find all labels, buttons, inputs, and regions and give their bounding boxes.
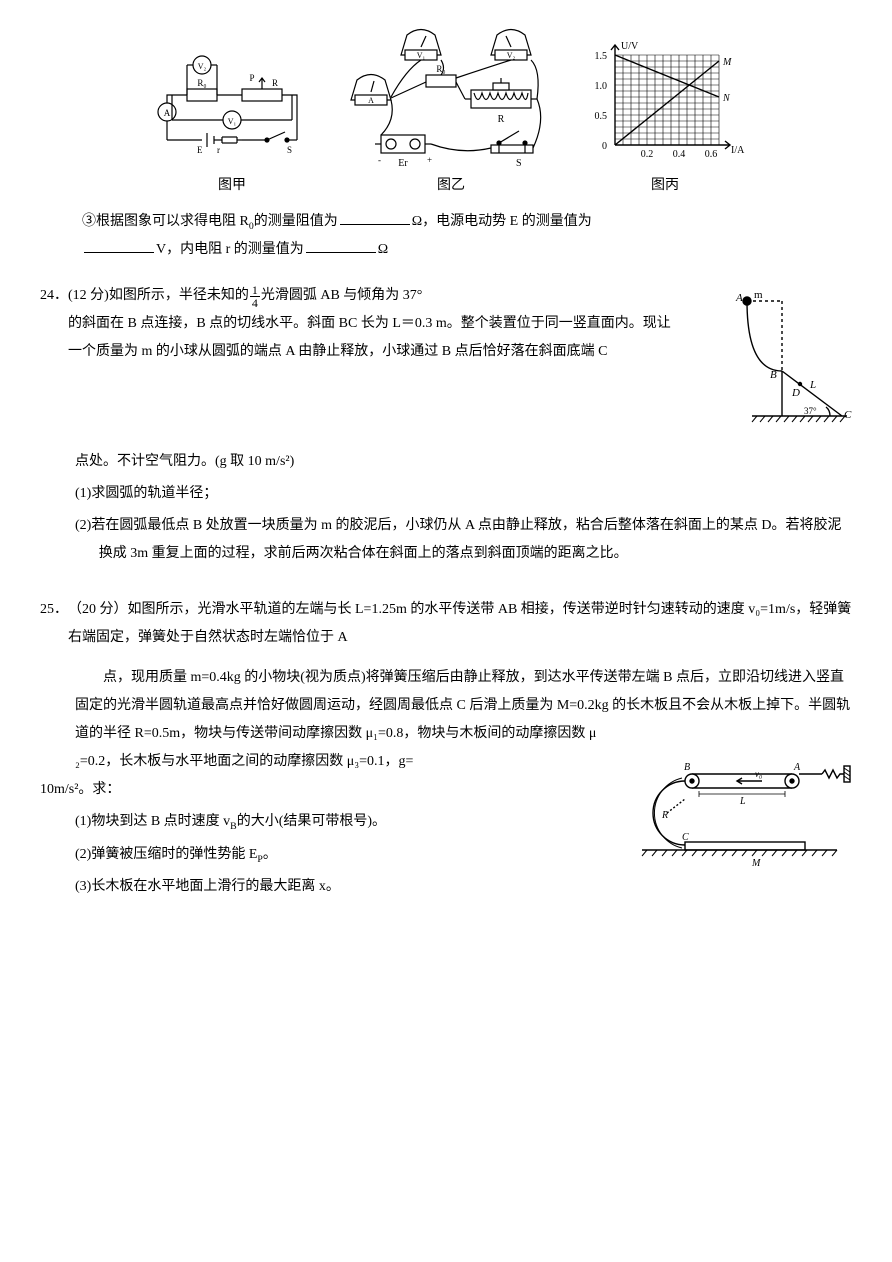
svg-text:V₁: V₁	[228, 117, 237, 126]
caption-bing: 图丙	[585, 172, 745, 200]
q24-line1b: 光滑圆弧 AB 与倾角为 37°	[261, 288, 423, 303]
svg-text:0.5: 0.5	[595, 111, 608, 122]
q25-diagram-icon: B A C R L v₀ M	[622, 754, 852, 874]
svg-text:Er: Er	[398, 158, 408, 169]
svg-text:P: P	[249, 73, 254, 83]
svg-text:S: S	[287, 145, 292, 155]
q24-after-c: 点处。不计空气阻力。(g 取 10 m/s²)	[40, 448, 852, 476]
svg-text:1.5: 1.5	[595, 51, 608, 62]
svg-text:C: C	[844, 409, 852, 421]
q24-number: 24．	[40, 282, 68, 310]
svg-text:V₂: V₂	[198, 62, 207, 71]
svg-text:0.4: 0.4	[673, 149, 686, 160]
svg-text:r: r	[217, 145, 220, 155]
svg-text:N: N	[722, 93, 731, 104]
svg-text:R₀: R₀	[197, 78, 206, 88]
svg-text:U/V: U/V	[621, 41, 639, 52]
q25-number: 25．	[40, 596, 68, 624]
fill-mid1: 的测量阻值为	[254, 214, 338, 229]
uv-graph-icon: U/V I/A 0 0.5 1.0 1.5 0.2 0.4 0.6 M N	[585, 35, 745, 170]
svg-text:I/A: I/A	[731, 145, 745, 156]
q24-line1a: 如图所示，半径未知的	[109, 288, 249, 303]
svg-text:A: A	[735, 292, 743, 304]
figure-yi: V₁ V₂ A R₀	[341, 20, 561, 200]
svg-text:E: E	[197, 145, 203, 155]
svg-text:R: R	[498, 114, 505, 125]
svg-text:37°: 37°	[804, 406, 817, 416]
caption-yi: 图乙	[341, 172, 561, 200]
svg-text:0.2: 0.2	[641, 149, 654, 160]
figure-jia: A R₀ R P V₂ V₁	[147, 40, 317, 200]
svg-text:0: 0	[602, 141, 607, 152]
fill-in-line-1: ③根据图象可以求得电阻 R0的测量阻值为Ω，电源电动势 E 的测量值为	[40, 208, 852, 236]
unit-ohm-1: Ω	[412, 214, 422, 229]
blank-r[interactable]	[306, 237, 376, 254]
svg-text:v₀: v₀	[755, 769, 762, 779]
q25-sub3: (3)长木板在水平地面上滑行的最大距离 x。	[40, 873, 852, 901]
svg-text:D: D	[791, 387, 800, 399]
circuit-diagram-a: A R₀ R P V₂ V₁	[147, 40, 317, 170]
svg-text:A: A	[164, 108, 171, 118]
unit-ohm-2: Ω	[378, 242, 388, 257]
blank-emf[interactable]	[84, 237, 154, 254]
q24-points: (12 分)	[68, 288, 109, 303]
svg-text:A: A	[793, 762, 801, 773]
fill-prefix: ③根据图象可以求得电阻 R	[82, 214, 249, 229]
svg-text:M: M	[751, 858, 761, 869]
q24-sub2: (2)若在圆弧最低点 B 处放置一块质量为 m 的胶泥后，小球仍从 A 点由静止…	[40, 512, 852, 568]
q24-sub1: (1)求圆弧的轨道半径；	[40, 480, 852, 508]
q24-figure: A m B D L C 37°	[692, 286, 852, 436]
svg-text:+: +	[427, 155, 432, 165]
fill-mid2: ，电源电动势 E 的测量值为	[422, 214, 592, 229]
svg-text:R: R	[272, 78, 278, 88]
svg-text:m: m	[754, 289, 763, 301]
fill-line2-text: V，内电阻 r 的测量值为	[156, 242, 304, 257]
svg-text:S: S	[516, 158, 522, 169]
q24-line2: 的斜面在 B 点连接，B 点的切线水平。斜面 BC 长为 L＝0.3 m。整个装…	[68, 310, 680, 366]
circuit-setup-b: V₁ V₂ A R₀	[341, 20, 561, 170]
figure-bing: U/V I/A 0 0.5 1.0 1.5 0.2 0.4 0.6 M N 图丙	[585, 35, 745, 200]
q25-figure: B A C R L v₀ M	[622, 754, 852, 874]
svg-text:M: M	[722, 57, 732, 68]
blank-r0[interactable]	[340, 208, 410, 225]
svg-text:C: C	[682, 832, 689, 843]
svg-text:R₀: R₀	[436, 64, 445, 74]
svg-text:R: R	[661, 810, 668, 821]
svg-text:V₁: V₁	[417, 51, 426, 60]
svg-text:V₂: V₂	[507, 51, 516, 60]
q24-diagram-icon: A m B D L C 37°	[692, 286, 852, 436]
q25-line1: 如图所示，光滑水平轨道的左端与长 L=1.25m 的水平传送带 AB 相接，传送…	[68, 602, 851, 645]
fill-in-line-2: V，内电阻 r 的测量值为 Ω	[40, 236, 852, 264]
frac-1-4: 14	[250, 284, 260, 309]
svg-text:0.6: 0.6	[705, 149, 718, 160]
svg-text:B: B	[770, 369, 777, 381]
q25-block: 25． （20 分）如图所示，光滑水平轨道的左端与长 L=1.25m 的水平传送…	[40, 596, 852, 901]
svg-text:L: L	[739, 796, 746, 807]
svg-text:1.0: 1.0	[595, 81, 608, 92]
svg-text:-: -	[378, 155, 381, 165]
q25-points: （20 分）	[68, 602, 128, 617]
top-figure-row: A R₀ R P V₂ V₁	[40, 20, 852, 200]
q24-block: A m B D L C 37° 24． (12 分)如图所示，半径未知的14光滑…	[40, 282, 852, 568]
q25-para2: 点，现用质量 m=0.4kg 的小物块(视为质点)将弹簧压缩后由静止释放，到达水…	[40, 664, 852, 748]
svg-text:B: B	[684, 762, 690, 773]
svg-text:A: A	[368, 96, 374, 105]
svg-text:L: L	[809, 379, 816, 391]
caption-jia: 图甲	[147, 172, 317, 200]
